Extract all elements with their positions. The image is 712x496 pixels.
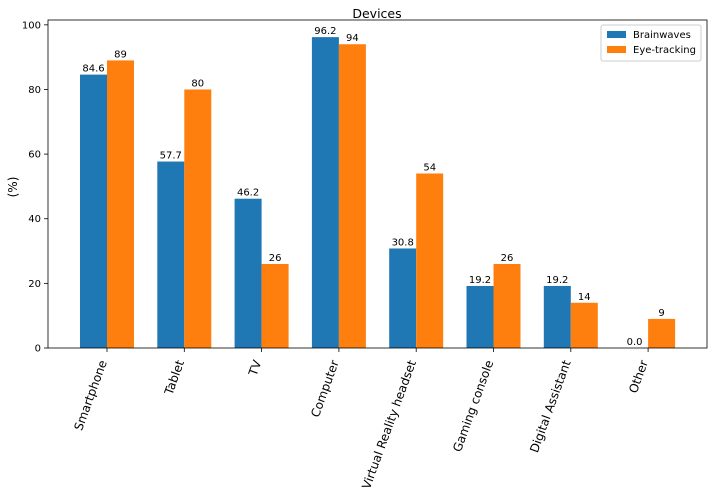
plot-frame: [47, 19, 708, 349]
data-label: 84.6: [82, 64, 104, 75]
bar-brainwaves: [543, 285, 571, 348]
bar-brainwaves: [157, 161, 185, 348]
x-tick-label: Digital Assistant: [527, 358, 574, 455]
legend-swatch: [607, 46, 626, 53]
bar-eye-tracking: [570, 302, 598, 348]
data-label: 19.2: [469, 275, 491, 286]
data-label: 19.2: [546, 275, 568, 286]
legend-label: Eye-tracking: [633, 45, 696, 56]
bar-eye-tracking: [261, 263, 289, 348]
bar-eye-tracking: [416, 173, 444, 348]
bar-eye-tracking: [107, 60, 134, 348]
data-label: 96.2: [314, 26, 336, 37]
y-axis-label: (%): [6, 177, 20, 198]
data-label: 26: [501, 253, 514, 264]
x-tick-label: Tablet: [161, 358, 187, 398]
x-tick-label: Other: [626, 358, 651, 395]
data-label: 30.8: [392, 237, 414, 248]
bar-eye-tracking: [493, 263, 521, 348]
x-tick-label: Gaming console: [450, 358, 496, 454]
data-label: 14: [578, 292, 591, 303]
y-tick-label: 0: [35, 344, 41, 355]
bar-eye-tracking: [648, 318, 676, 348]
y-tick-label: 100: [22, 20, 41, 31]
bar-brainwaves: [234, 198, 262, 348]
data-label: 57.7: [160, 151, 182, 162]
bar-brainwaves: [466, 285, 494, 348]
data-label: 54: [423, 162, 436, 173]
chart-title: Devices: [352, 6, 401, 21]
y-tick-label: 60: [28, 150, 41, 161]
plot-area: 0 20 40 60 80 100 84.6 89 Smartphone 57.7 80 Tablet…: [22, 20, 676, 491]
data-label: 89: [114, 49, 127, 60]
x-tick-label: Computer: [308, 358, 342, 419]
bar-brainwaves: [389, 248, 417, 348]
x-tick-label: TV: [246, 358, 265, 379]
legend-swatch: [607, 31, 626, 38]
y-tick-label: 40: [28, 214, 41, 225]
bar-eye-tracking: [338, 44, 366, 349]
y-tick-label: 80: [28, 85, 41, 96]
data-label: 46.2: [237, 188, 259, 199]
data-label: 0.0: [627, 337, 643, 348]
data-label: 26: [269, 253, 282, 264]
bar-brainwaves: [311, 37, 339, 348]
data-label: 94: [346, 33, 359, 44]
x-tick-label: Virtual Reality headset: [359, 358, 419, 491]
legend: Brainwaves Eye-tracking: [600, 24, 702, 62]
y-tick-label: 20: [28, 279, 41, 290]
data-label: 80: [191, 78, 204, 89]
legend-label: Brainwaves: [633, 30, 691, 41]
bar-eye-tracking: [184, 89, 212, 348]
bar-brainwaves: [80, 74, 107, 349]
x-tick-label: Smartphone: [71, 358, 109, 432]
data-label: 9: [658, 308, 664, 319]
